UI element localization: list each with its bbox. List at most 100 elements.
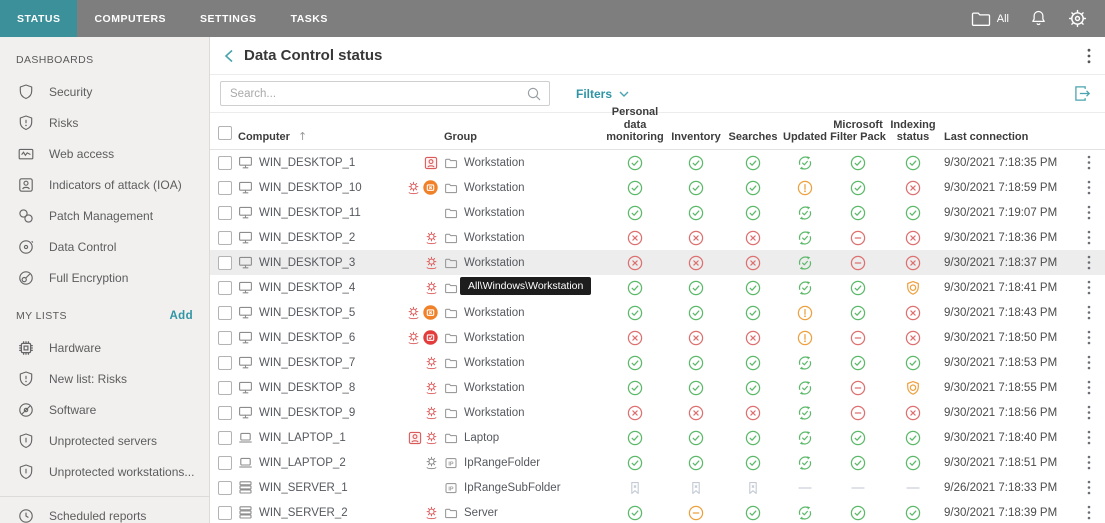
- table-row-win-desktop-6[interactable]: WIN_DESKTOP_6 Workstation 9/30/2021 7:18:5…: [210, 325, 1105, 350]
- row-checkbox[interactable]: [218, 230, 232, 245]
- scope-label: All: [996, 12, 1009, 25]
- row-checkbox[interactable]: [218, 405, 232, 420]
- row-more-options-icon[interactable]: [1087, 430, 1091, 445]
- sort-ascending-icon[interactable]: ↑: [297, 130, 308, 144]
- add-list-button[interactable]: Add: [169, 310, 193, 322]
- computer-name: WIN_SERVER_2: [259, 506, 348, 519]
- select-all-checkbox[interactable]: [218, 126, 232, 141]
- tab-settings[interactable]: SETTINGS: [200, 12, 257, 25]
- table-row-win-desktop-7[interactable]: WIN_DESKTOP_7 Workstation 9/30/2021 7:18:5…: [210, 350, 1105, 375]
- table-row-win-desktop-9[interactable]: WIN_DESKTOP_9 Workstation 9/30/2021 7:18:5…: [210, 400, 1105, 425]
- last-connection-value: 9/30/2021 7:18:51 PM: [944, 456, 1058, 469]
- column-header-pdm[interactable]: Personal data monitoring: [602, 106, 668, 144]
- row-checkbox[interactable]: [218, 355, 232, 370]
- table-row-win-desktop-1[interactable]: WIN_DESKTOP_1 Workstation 9/30/2021 7:18:3…: [210, 150, 1105, 175]
- table-row-win-desktop-10[interactable]: WIN_DESKTOP_10 Workstation 9/30/2021 7:18:…: [210, 175, 1105, 200]
- sidebar-item-indicators-of-attack-ioa[interactable]: Indicators of attack (IOA): [0, 169, 209, 200]
- row-more-options-icon[interactable]: [1087, 255, 1091, 270]
- table-row-win-desktop-11[interactable]: WIN_DESKTOP_11 Workstation 9/30/2021 7:19:…: [210, 200, 1105, 225]
- column-header-updated[interactable]: Updated: [782, 131, 828, 144]
- sidebar-item-label: Indicators of attack (IOA): [49, 177, 182, 192]
- alert-icons-cell: [390, 200, 444, 225]
- row-more-options-icon[interactable]: [1087, 180, 1091, 195]
- sidebar-item-unprotected-servers[interactable]: Unprotected servers: [0, 425, 209, 456]
- group-scope-selector[interactable]: All: [971, 11, 1009, 27]
- row-more-options-icon[interactable]: [1087, 505, 1091, 520]
- row-checkbox[interactable]: [218, 255, 232, 270]
- column-header-msfp[interactable]: Microsoft Filter Pack: [828, 119, 888, 144]
- export-button[interactable]: [1074, 85, 1091, 102]
- folder-icon: [444, 431, 458, 445]
- sidebar-item-software[interactable]: Software: [0, 394, 209, 425]
- row-select-cell: [210, 475, 238, 500]
- table-row-win-laptop-1[interactable]: WIN_LAPTOP_1 Laptop 9/30/2021 7:18:40 PM: [210, 425, 1105, 450]
- row-more-options-icon[interactable]: [1087, 355, 1091, 370]
- column-header-last[interactable]: Last connection: [938, 131, 1076, 144]
- row-more-options-icon[interactable]: [1087, 305, 1091, 320]
- row-checkbox[interactable]: [218, 480, 232, 495]
- row-checkbox[interactable]: [218, 155, 232, 170]
- row-more-options-icon[interactable]: [1087, 205, 1091, 220]
- sidebar-item-unprotected-workstations[interactable]: Unprotected workstations...: [0, 456, 209, 487]
- sidebar-item-web-access[interactable]: Web access: [0, 138, 209, 169]
- filters-button[interactable]: Filters: [576, 87, 629, 101]
- status-cell-msfp: [828, 250, 888, 275]
- row-more-options-icon[interactable]: [1087, 480, 1091, 495]
- table-row-win-laptop-2[interactable]: WIN_LAPTOP_2 IP IpRangeFolder 9/30/2021 7:1…: [210, 450, 1105, 475]
- row-more-options-icon[interactable]: [1087, 455, 1091, 470]
- table-row-win-desktop-8[interactable]: WIN_DESKTOP_8 Workstation 9/30/2021 7:18:5…: [210, 375, 1105, 400]
- notifications-bell-icon[interactable]: [1029, 9, 1048, 28]
- column-header-computer[interactable]: Computer ↑: [238, 131, 390, 144]
- search-icon[interactable]: [526, 86, 542, 102]
- sidebar-item-new-list-risks[interactable]: New list: Risks: [0, 363, 209, 394]
- alert-icons-cell: [390, 225, 444, 250]
- row-checkbox[interactable]: [218, 380, 232, 395]
- sidebar-item-patch-management[interactable]: Patch Management: [0, 200, 209, 231]
- row-more-options-icon[interactable]: [1087, 380, 1091, 395]
- computer-cell: WIN_DESKTOP_10: [238, 175, 390, 200]
- section-title-label: MY LISTS: [16, 310, 67, 322]
- row-checkbox[interactable]: [218, 505, 232, 520]
- sidebar-item-risks[interactable]: Risks: [0, 107, 209, 138]
- column-header-inventory[interactable]: Inventory: [668, 131, 724, 144]
- sidebar-item-hardware[interactable]: Hardware: [0, 332, 209, 363]
- last-connection-value: 9/30/2021 7:18:36 PM: [944, 231, 1058, 244]
- sidebar-item-full-encryption[interactable]: Full Encryption: [0, 262, 209, 293]
- sidebar-item-label: Web access: [49, 146, 115, 161]
- sidebar-item-scheduled-reports[interactable]: Scheduled reports: [0, 500, 209, 523]
- row-more-options-icon[interactable]: [1087, 280, 1091, 295]
- sidebar-item-security[interactable]: Security: [0, 76, 209, 107]
- column-header-group[interactable]: Group: [444, 131, 602, 144]
- row-checkbox[interactable]: [218, 180, 232, 195]
- sidebar-item-data-control[interactable]: Data Control: [0, 231, 209, 262]
- table-row-win-desktop-2[interactable]: WIN_DESKTOP_2 Workstation 9/30/2021 7:18:3…: [210, 225, 1105, 250]
- table-row-win-server-1[interactable]: WIN_SERVER_1 IP IpRangeSubFolder 9/26/2021 …: [210, 475, 1105, 500]
- status-ok-icon: [688, 305, 704, 321]
- back-button[interactable]: [224, 49, 234, 63]
- table-row-win-desktop-5[interactable]: WIN_DESKTOP_5 Workstation 9/30/2021 7:18:4…: [210, 300, 1105, 325]
- status-ok-icon: [688, 355, 704, 371]
- alert-icons-cell: [390, 150, 444, 175]
- column-header-indexing[interactable]: Indexing status: [888, 119, 938, 144]
- row-checkbox[interactable]: [218, 305, 232, 320]
- column-header-searches[interactable]: Searches: [724, 131, 782, 144]
- search-input[interactable]: [220, 81, 550, 106]
- tab-computers[interactable]: COMPUTERS: [94, 12, 167, 25]
- row-more-options-icon[interactable]: [1087, 155, 1091, 170]
- table-row-win-desktop-3[interactable]: WIN_DESKTOP_3 Workstation 9/30/2021 7:18:3…: [210, 250, 1105, 275]
- status-cell-msfp: [828, 475, 888, 500]
- settings-gear-icon[interactable]: [1068, 9, 1087, 28]
- row-checkbox[interactable]: [218, 280, 232, 295]
- table-row-win-desktop-4[interactable]: WIN_DESKTOP_4 WorkstationAll\Windows\Work…: [210, 275, 1105, 300]
- row-checkbox[interactable]: [218, 205, 232, 220]
- page-more-options-icon[interactable]: [1087, 48, 1091, 64]
- row-more-options-icon[interactable]: [1087, 405, 1091, 420]
- row-more-options-icon[interactable]: [1087, 230, 1091, 245]
- table-row-win-server-2[interactable]: WIN_SERVER_2 Server 9/30/2021 7:18:39 PM: [210, 500, 1105, 523]
- row-checkbox[interactable]: [218, 455, 232, 470]
- row-more-options-icon[interactable]: [1087, 330, 1091, 345]
- tab-tasks[interactable]: TASKS: [290, 12, 328, 25]
- tab-status[interactable]: STATUS: [0, 0, 78, 37]
- row-checkbox[interactable]: [218, 430, 232, 445]
- row-checkbox[interactable]: [218, 330, 232, 345]
